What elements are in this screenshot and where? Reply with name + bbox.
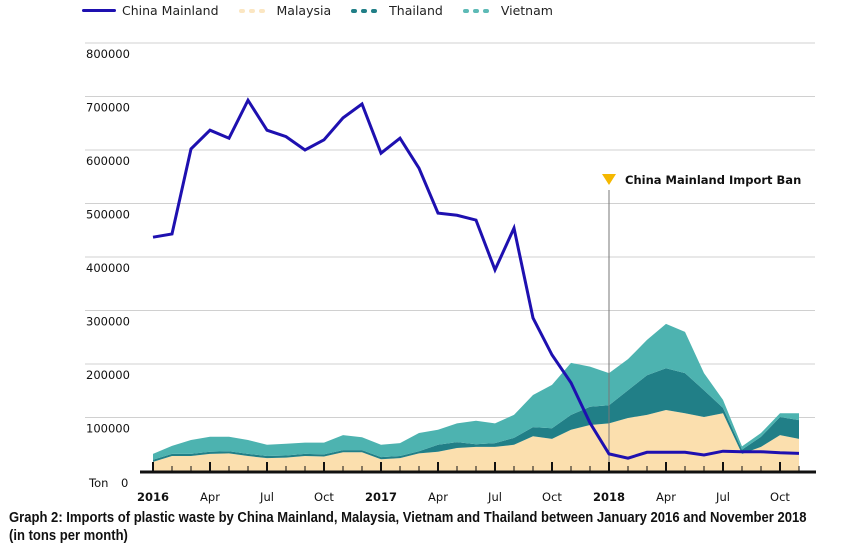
legend-label: Vietnam [500,3,553,18]
y-tick-label: 400000 [86,261,130,275]
x-tick-label: Jul [715,490,730,504]
x-tick-label: 2017 [365,490,397,504]
x-tick-label: Oct [770,490,790,504]
malaysia-dots-icon [238,8,269,13]
stacked-areas [153,323,799,471]
y-unit-label: Ton [88,476,108,490]
x-tick-label: Oct [542,490,562,504]
legend: China Mainland Malaysia Thailand Vietnam [82,3,573,18]
line-china-mainland [152,97,800,460]
china-line-group [152,97,800,460]
area-vietnam [153,323,799,460]
legend-item-malaysia: Malaysia [238,3,332,18]
y-zero-label: 0 [121,476,128,490]
vietnam-dots-icon [462,8,493,13]
legend-label: Thailand [389,3,443,18]
legend-item-vietnam: Vietnam [462,3,553,18]
y-tick-label: 200000 [86,368,130,382]
y-axis-labels: 100000 200000 300000 400000 500000 600000 7000… [86,47,130,436]
legend-label: China Mainland [122,3,219,18]
area-thailand [153,368,799,462]
gridlines [85,42,815,418]
import-ban-label: China Mainland Import Ban [625,173,801,187]
y-tick-label: 300000 [86,315,130,329]
figure-caption: Graph 2: Imports of plastic waste by Chi… [9,510,807,544]
import-ban-annotation: China Mainland Import Ban [602,173,801,471]
x-tick-label: 2016 [137,490,169,504]
legend-item-china: China Mainland [82,3,219,18]
thailand-dots-icon [351,8,381,13]
y-tick-label: 500000 [86,208,130,222]
x-tick-label: Jul [487,490,502,504]
y-tick-label: 700000 [86,101,130,115]
x-tick-label: Jul [259,490,274,504]
y-tick-label: 800000 [86,47,130,61]
x-axis [140,462,816,474]
x-axis-labels: 2016 Apr Jul Oct 2017 Apr Jul Oct 2018 Apr Jul Oct [137,490,790,504]
y-tick-label: 100000 [86,422,130,436]
y-tick-label: 600000 [86,154,130,168]
legend-label: Malaysia [276,3,332,18]
x-tick-label: Apr [428,490,448,504]
x-tick-label: Apr [656,490,676,504]
x-tick-label: 2018 [593,490,625,504]
x-tick-label: Apr [200,490,220,504]
china-line-swatch-icon [82,9,116,12]
legend-item-thailand: Thailand [351,3,443,18]
x-tick-label: Oct [314,490,334,504]
import-ban-marker-icon [602,174,616,185]
